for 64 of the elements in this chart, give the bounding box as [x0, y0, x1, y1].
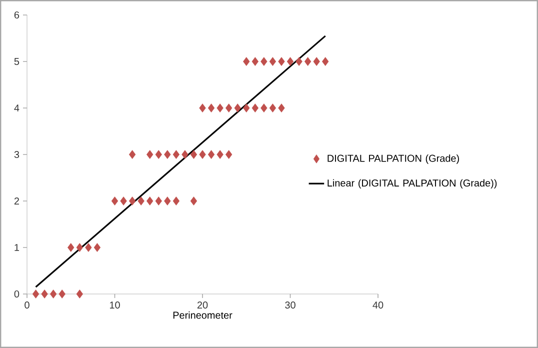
x-axis-title: Perineometer — [173, 311, 232, 319]
point — [199, 150, 206, 159]
point — [286, 57, 294, 66]
point — [68, 243, 74, 252]
x-tick-label: 20 — [197, 302, 208, 309]
point — [190, 150, 198, 159]
point — [41, 290, 48, 298]
point — [128, 150, 136, 159]
legend-label: Linear (DIGITAL PALPATION (Grade)) — [328, 179, 497, 189]
point — [172, 150, 180, 159]
y-tick-label: 6 — [14, 11, 20, 19]
point — [260, 57, 268, 66]
y-tick-label: 1 — [14, 244, 20, 251]
point — [146, 196, 154, 206]
point — [208, 150, 215, 159]
y-tick-label: 2 — [14, 198, 19, 204]
point — [76, 290, 84, 298]
point — [76, 243, 84, 252]
point — [304, 57, 312, 66]
x-tick-label: 30 — [285, 302, 296, 309]
point — [216, 104, 224, 112]
point — [58, 290, 66, 298]
point — [216, 150, 224, 159]
point — [164, 196, 171, 206]
x-tick-label: 0 — [24, 302, 30, 309]
point — [190, 196, 198, 206]
point — [138, 196, 144, 206]
point — [164, 150, 171, 159]
point — [313, 57, 320, 66]
point — [243, 104, 250, 112]
point — [208, 104, 215, 112]
point — [243, 57, 250, 66]
point — [269, 57, 276, 66]
point — [225, 104, 232, 112]
point — [278, 104, 285, 112]
x-tick-label: 40 — [372, 302, 384, 309]
point — [296, 57, 302, 66]
point — [120, 196, 127, 206]
point — [278, 57, 285, 66]
point — [32, 290, 40, 298]
y-tick-label: 0 — [14, 290, 20, 298]
x-tick-label: 10 — [110, 302, 120, 309]
point — [260, 104, 268, 112]
y-tick-label: 4 — [14, 104, 20, 112]
point — [128, 196, 136, 206]
point — [269, 104, 276, 112]
y-tick-label: 3 — [14, 150, 20, 158]
point — [155, 196, 162, 206]
point — [111, 196, 118, 206]
point — [199, 104, 206, 112]
point — [322, 57, 329, 66]
y-tick-label: 5 — [14, 58, 20, 65]
point — [234, 104, 241, 112]
point — [182, 150, 188, 159]
point — [146, 150, 154, 159]
point — [50, 290, 57, 298]
point — [94, 243, 101, 252]
legend-label: DIGITAL PALPATION (Grade) — [328, 154, 459, 164]
point — [225, 150, 232, 159]
point — [172, 196, 180, 206]
point — [85, 243, 92, 252]
point — [155, 150, 162, 159]
point — [252, 57, 259, 66]
point — [252, 104, 259, 112]
